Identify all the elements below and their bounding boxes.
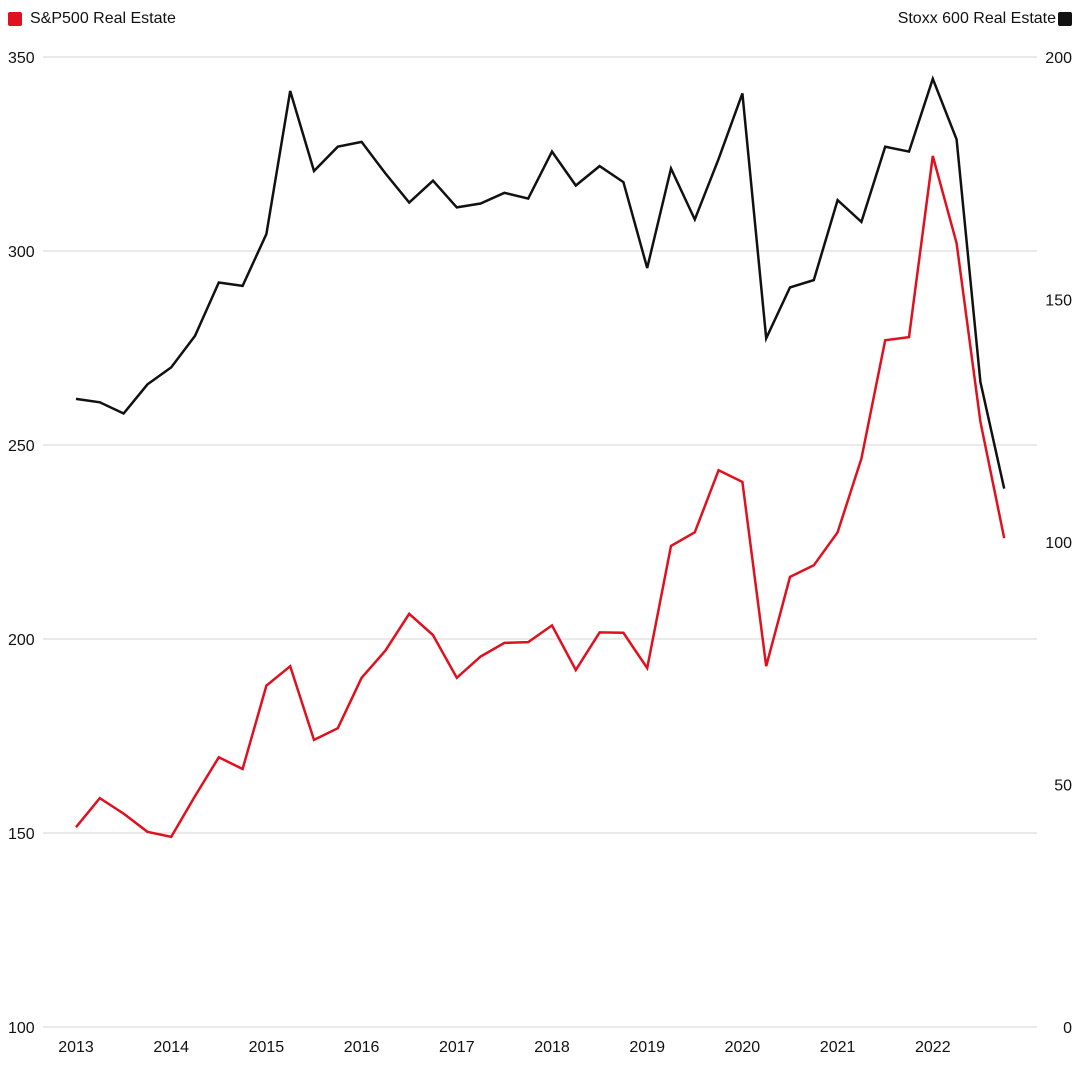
series-line-stoxx — [75, 75, 1006, 489]
y-left-tick-label: 250 — [8, 438, 35, 455]
x-tick-label: 2021 — [820, 1039, 856, 1056]
x-tick-label: 2013 — [58, 1039, 94, 1056]
legend-label-sp500: S&P500 Real Estate — [30, 10, 176, 27]
y-left-tick-label: 200 — [8, 632, 35, 649]
y-right-tick-label: 200 — [1045, 50, 1072, 67]
x-tick-label: 2014 — [153, 1039, 189, 1056]
x-tick-label: 2017 — [439, 1039, 475, 1056]
legend-left: S&P500 Real Estate — [8, 10, 176, 28]
x-tick-label: 2016 — [344, 1039, 380, 1056]
x-tick-label: 2018 — [534, 1039, 570, 1056]
y-left-tick-label: 300 — [8, 244, 35, 261]
legend-swatch-sp500 — [8, 12, 22, 26]
y-left-tick-label: 100 — [8, 1020, 35, 1037]
y-left-tick-label: 150 — [8, 826, 35, 843]
legend-label-stoxx: Stoxx 600 Real Estate — [897, 10, 1056, 27]
x-tick-label: 2020 — [725, 1039, 761, 1056]
y-left-tick-label: 350 — [8, 50, 35, 67]
y-right-tick-label: 150 — [1045, 293, 1072, 310]
legend-right: Stoxx 600 Real Estate — [898, 10, 1072, 28]
y-right-tick-label: 100 — [1045, 535, 1072, 552]
y-right-tick-label: 50 — [1054, 778, 1072, 795]
y-right-tick-label: 0 — [1063, 1020, 1072, 1037]
series-line-sp500 — [75, 155, 1006, 839]
x-tick-label: 2019 — [629, 1039, 665, 1056]
legend-swatch-stoxx — [1058, 12, 1072, 26]
x-tick-label: 2022 — [915, 1039, 951, 1056]
x-tick-label: 2015 — [249, 1039, 285, 1056]
